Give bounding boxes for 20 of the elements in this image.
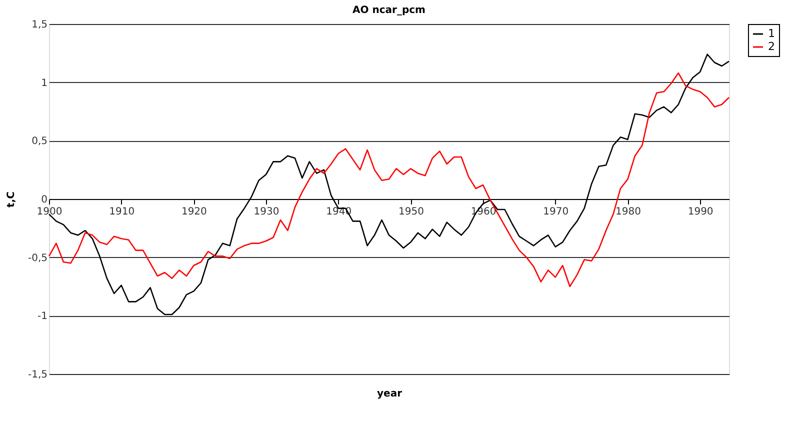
y-tick-label: -1 — [38, 311, 48, 322]
x-tick-label: 1990 — [688, 206, 714, 218]
x-tick-label: 1950 — [398, 206, 424, 218]
x-tick-label: 1970 — [543, 206, 569, 218]
x-tick-label: 1910 — [109, 206, 135, 218]
legend-label: 2 — [768, 40, 775, 53]
chart-title: AO ncar_pcm — [352, 5, 426, 16]
x-tick-label: 1900 — [36, 206, 62, 218]
y-tick-label: 1 — [41, 78, 48, 89]
y-tick-label: -1,5 — [28, 370, 48, 380]
legend-label: 1 — [768, 27, 775, 40]
x-tick-label: 1930 — [254, 206, 280, 218]
y-tick-label: 1,5 — [32, 20, 48, 30]
x-tick-label: 1980 — [615, 206, 641, 218]
y-axis-title: t,C — [6, 192, 17, 208]
x-axis-title: year — [377, 388, 402, 400]
y-tick-label: 0 — [41, 194, 48, 206]
x-tick-label: 1920 — [181, 206, 207, 218]
y-tick-label: -0,5 — [28, 252, 48, 264]
y-tick-label: 0,5 — [32, 136, 48, 148]
